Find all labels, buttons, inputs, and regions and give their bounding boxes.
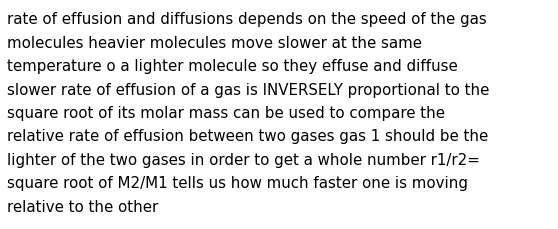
- Text: square root of M2/M1 tells us how much faster one is moving: square root of M2/M1 tells us how much f…: [7, 176, 468, 191]
- Text: molecules heavier molecules move slower at the same: molecules heavier molecules move slower …: [7, 35, 422, 50]
- Text: temperature o a lighter molecule so they effuse and diffuse: temperature o a lighter molecule so they…: [7, 59, 458, 74]
- Text: lighter of the two gases in order to get a whole number r1/r2=: lighter of the two gases in order to get…: [7, 152, 480, 167]
- Text: rate of effusion and diffusions depends on the speed of the gas: rate of effusion and diffusions depends …: [7, 12, 487, 27]
- Text: square root of its molar mass can be used to compare the: square root of its molar mass can be use…: [7, 106, 445, 120]
- Text: relative rate of effusion between two gases gas 1 should be the: relative rate of effusion between two ga…: [7, 129, 488, 144]
- Text: slower rate of effusion of a gas is INVERSELY proportional to the: slower rate of effusion of a gas is INVE…: [7, 82, 489, 97]
- Text: relative to the other: relative to the other: [7, 199, 158, 214]
